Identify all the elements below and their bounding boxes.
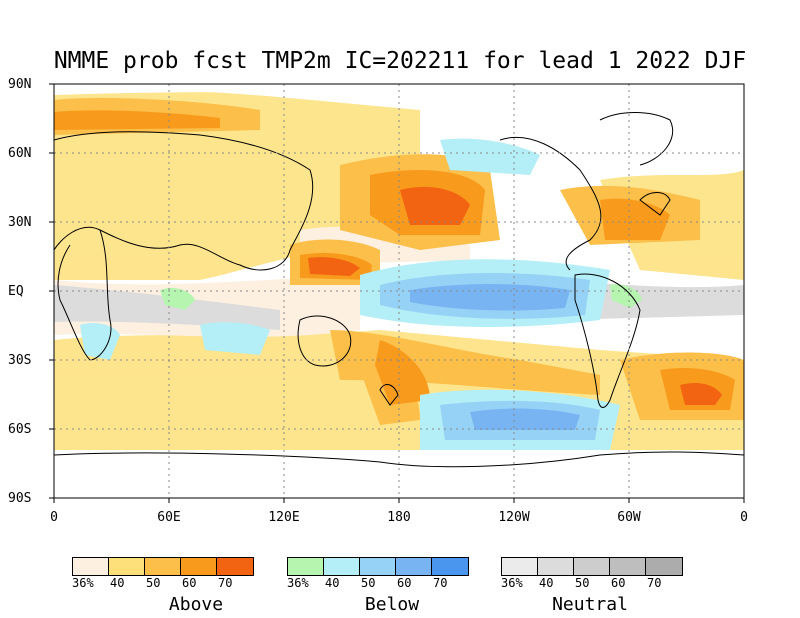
legend-below-swatch bbox=[288, 558, 324, 575]
lat-label-60n: 60N bbox=[8, 146, 32, 161]
legend-above-tick: 50 bbox=[146, 576, 161, 590]
legend-below-swatch bbox=[396, 558, 432, 575]
legend-neutral-tick: 70 bbox=[647, 576, 662, 590]
legend-neutral-swatch bbox=[646, 558, 682, 575]
legend-neutral-tick: 36% bbox=[501, 576, 523, 590]
map-title: NMME prob fcst TMP2m IC=202211 for lead … bbox=[53, 48, 747, 74]
legend-above-tick: 36% bbox=[72, 576, 94, 590]
legend-above-bar bbox=[72, 557, 254, 576]
legend-below-tick: 70 bbox=[433, 576, 448, 590]
above-deep-regions bbox=[308, 186, 722, 405]
below-light-green-regions bbox=[160, 284, 642, 310]
lat-label-60s: 60S bbox=[8, 422, 32, 437]
graticule bbox=[54, 84, 744, 498]
legend-neutral-label: Neutral bbox=[552, 594, 628, 615]
legend-neutral-swatch bbox=[502, 558, 538, 575]
lat-label-30n: 30N bbox=[8, 215, 32, 230]
lon-label-0: 0 bbox=[50, 510, 58, 525]
legend-above-tick: 40 bbox=[110, 576, 125, 590]
legend-below-tick: 60 bbox=[397, 576, 412, 590]
lat-label-90s: 90S bbox=[8, 491, 32, 506]
lon-label-180: 180 bbox=[387, 510, 411, 525]
legend-below-label: Below bbox=[364, 594, 420, 615]
legend-below: 36% 40 50 60 70 bbox=[287, 557, 469, 590]
legend-above-swatch bbox=[181, 558, 217, 575]
lat-label-30s: 30S bbox=[8, 353, 32, 368]
legend-below-tick: 36% bbox=[287, 576, 309, 590]
lon-label-0-east: 0 bbox=[740, 510, 748, 525]
legend-above-tick: 70 bbox=[218, 576, 233, 590]
legend-above-tick: 60 bbox=[182, 576, 197, 590]
lon-label-120e: 120E bbox=[268, 510, 300, 525]
legend-above-swatch bbox=[217, 558, 253, 575]
legend-neutral-tick: 50 bbox=[575, 576, 590, 590]
legend-below-bar bbox=[287, 557, 469, 576]
legend-above-label: Above bbox=[168, 594, 224, 615]
legend-below-tick: 50 bbox=[361, 576, 376, 590]
legend-below-tick: 40 bbox=[325, 576, 340, 590]
lon-label-60e: 60E bbox=[157, 510, 181, 525]
axis-ticks bbox=[49, 83, 745, 503]
legend-below-swatch bbox=[324, 558, 360, 575]
lat-label-90n: 90N bbox=[8, 77, 32, 92]
legend-neutral-tick: 40 bbox=[539, 576, 554, 590]
lon-label-60w: 60W bbox=[617, 510, 641, 525]
legend-above: 36% 40 50 60 70 bbox=[72, 557, 254, 590]
legend-below-swatch bbox=[432, 558, 468, 575]
legend-below-swatch bbox=[360, 558, 396, 575]
legend-neutral-swatch bbox=[610, 558, 646, 575]
legend-neutral-swatch bbox=[574, 558, 610, 575]
legend-above-swatch bbox=[109, 558, 145, 575]
lat-label-eq: EQ bbox=[8, 284, 24, 299]
lon-label-120w: 120W bbox=[498, 510, 530, 525]
legend-neutral-bar bbox=[501, 557, 683, 576]
legend-neutral-swatch bbox=[538, 558, 574, 575]
legend-above-swatch bbox=[73, 558, 109, 575]
legend-neutral-tick: 60 bbox=[611, 576, 626, 590]
legend-neutral: 36% 40 50 60 70 bbox=[501, 557, 683, 590]
legend-above-swatch bbox=[145, 558, 181, 575]
